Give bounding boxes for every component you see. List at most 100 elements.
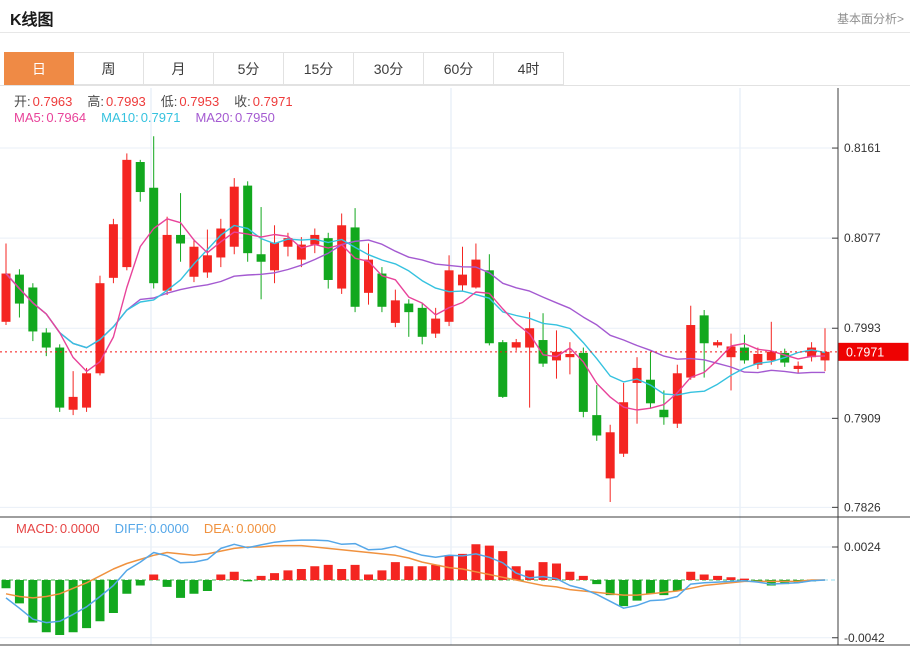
candle-body [1, 273, 11, 322]
macd-hist-bar [538, 562, 548, 580]
macd-hist-bar [82, 580, 92, 629]
tab-period-7[interactable]: 4时 [494, 52, 564, 85]
candle-body [417, 307, 427, 337]
fundamental-analysis-link[interactable]: 基本面分析> [836, 12, 904, 26]
ohlc-legend: 开: 0.7963 高: 0.7993 低: 0.7953 收: 0.7971 [14, 91, 293, 110]
candle-body [444, 270, 454, 322]
macd-hist-bar [243, 580, 253, 582]
y-axis-label: 0.8077 [844, 231, 881, 245]
candle-body [699, 315, 709, 344]
candle-body [323, 238, 333, 280]
macd-hist-bar [471, 544, 481, 580]
macd-hist-bar [296, 569, 306, 580]
current-price-badge [838, 342, 909, 361]
macd-hist-bar [592, 580, 602, 585]
macd-hist-bar [457, 553, 467, 580]
candle-body [753, 353, 763, 365]
macd-hist-bar [484, 545, 494, 580]
candle-body [149, 187, 159, 284]
ma-row-item-1: MA10: 0.7971 [101, 110, 181, 125]
candle-body [377, 273, 387, 307]
candle-body [592, 415, 602, 436]
macd-hist-bar [390, 562, 400, 580]
candle-body [216, 228, 226, 258]
macd-hist-bar [699, 574, 709, 580]
ma-row-item-2: MA20: 0.7950 [195, 110, 275, 125]
tab-period-1[interactable]: 周 [74, 52, 144, 85]
tab-period-0[interactable]: 日 [4, 52, 74, 85]
candle-body [270, 242, 280, 271]
ohlc-row-item-1: 高: 0.7993 [87, 94, 146, 109]
macd-hist-bar [713, 575, 723, 580]
candle-body [793, 365, 803, 369]
y-axis-label: 0.7909 [844, 411, 881, 425]
macd-hist-bar [122, 580, 132, 594]
candle-body [431, 318, 441, 334]
ma-legend: MA5: 0.7964 MA10: 0.7971 MA20: 0.7950 [14, 110, 275, 125]
period-tabbar: 日周月 5分 15分 30分 60分 4时 [0, 52, 910, 86]
tab-period-3[interactable]: 5分 [214, 52, 284, 85]
candle-body [28, 287, 38, 332]
macd-hist-bar [551, 563, 561, 580]
macd-hist-bar [364, 574, 374, 580]
candle-body [55, 347, 65, 408]
macd-hist-bar [337, 569, 347, 580]
macd-hist-bar [55, 580, 65, 635]
candle-body [659, 409, 669, 418]
macd-hist-bar [176, 580, 186, 598]
macd-hist-bar [645, 580, 655, 594]
macd-hist-bar [431, 564, 441, 580]
candle-body [122, 159, 132, 268]
macd-hist-bar [14, 580, 24, 604]
candle-body [68, 396, 78, 410]
candle-body [457, 274, 467, 286]
candle-body [672, 373, 682, 424]
ohlc-row-item-0: 开: 0.7963 [14, 94, 73, 109]
candle-body [390, 300, 400, 323]
macd-hist-bar [310, 566, 320, 580]
ma-row-item-0: MA5: 0.7964 [14, 110, 87, 125]
candle-body [511, 342, 521, 348]
candle-body [605, 432, 615, 479]
ma10-line [5, 224, 826, 396]
tab-period-4[interactable]: 15分 [284, 52, 354, 85]
candle-body [350, 227, 360, 307]
candle-body [243, 185, 253, 254]
candle-body [256, 254, 266, 262]
candle-body [283, 238, 293, 247]
candle-body [632, 367, 642, 383]
candle-body [686, 325, 696, 378]
macd-hist-bar [95, 580, 105, 622]
macd-hist-bar [350, 564, 360, 580]
macd-hist-bar [68, 580, 78, 633]
macd-row-item-0: MACD: 0.0000 [16, 521, 100, 536]
ma20-line [5, 239, 825, 374]
candle-body [202, 255, 212, 273]
macd-hist-bar [216, 574, 226, 580]
ohlc-row-item-2: 低: 0.7953 [160, 94, 220, 109]
macd-hist-bar [605, 580, 615, 596]
candle-body [713, 342, 723, 346]
macd-hist-bar [270, 573, 280, 580]
macd-hist-bar [229, 571, 239, 580]
y-axis-label: -0.0042 [844, 631, 885, 645]
candle-body [471, 259, 481, 288]
ohlc-row-item-3: 收: 0.7971 [234, 94, 293, 109]
macd-hist-bar [619, 580, 629, 607]
tab-period-5[interactable]: 30分 [354, 52, 424, 85]
tab-period-2[interactable]: 月 [144, 52, 214, 85]
current-price-badge-text: 0.7971 [846, 345, 884, 359]
candle-body [135, 162, 145, 193]
title-divider [0, 32, 910, 33]
macd-hist-bar [377, 570, 387, 580]
tab-period-6[interactable]: 60分 [424, 52, 494, 85]
macd-hist-bar [417, 566, 427, 580]
macd-hist-bar [283, 570, 293, 580]
candle-body [189, 246, 199, 277]
candle-body [484, 270, 494, 344]
dea-line [5, 544, 825, 599]
macd-hist-bar [498, 551, 508, 580]
candle-body [645, 379, 655, 404]
